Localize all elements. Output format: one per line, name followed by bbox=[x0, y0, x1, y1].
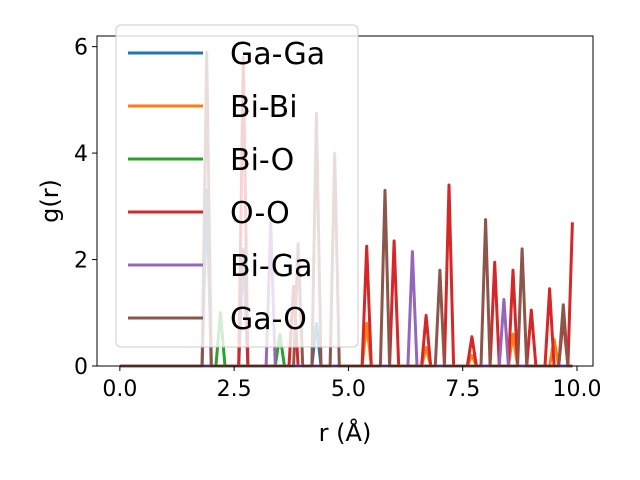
legend-label: Bi-O bbox=[230, 143, 294, 178]
y-axis-label: g(r) bbox=[36, 179, 64, 223]
legend-label: Ga-O bbox=[230, 302, 307, 337]
y-tick-label: 2 bbox=[74, 249, 88, 274]
y-tick-label: 0 bbox=[74, 355, 88, 380]
x-tick-label: 2.5 bbox=[217, 377, 252, 402]
legend-box bbox=[115, 24, 359, 348]
y-tick-label: 4 bbox=[74, 142, 88, 167]
y-tick-label: 6 bbox=[74, 36, 88, 61]
legend: Ga-Ga Bi-Bi Bi-O O-O Bi-Ga Ga-O bbox=[115, 24, 359, 348]
legend-label: Ga-Ga bbox=[230, 37, 325, 72]
x-tick-label: 5.0 bbox=[331, 377, 366, 402]
x-axis-label: r (Å) bbox=[319, 418, 372, 447]
axis-ticks: 0.0 2.5 5.0 7.5 10.0 0 2 4 6 bbox=[74, 36, 601, 402]
legend-label: Bi-Bi bbox=[230, 90, 298, 125]
x-tick-label: 7.5 bbox=[445, 377, 480, 402]
legend-label: Bi-Ga bbox=[230, 249, 312, 284]
legend-label: O-O bbox=[230, 196, 290, 231]
x-tick-label: 0.0 bbox=[102, 377, 137, 402]
x-tick-label: 10.0 bbox=[553, 377, 602, 402]
